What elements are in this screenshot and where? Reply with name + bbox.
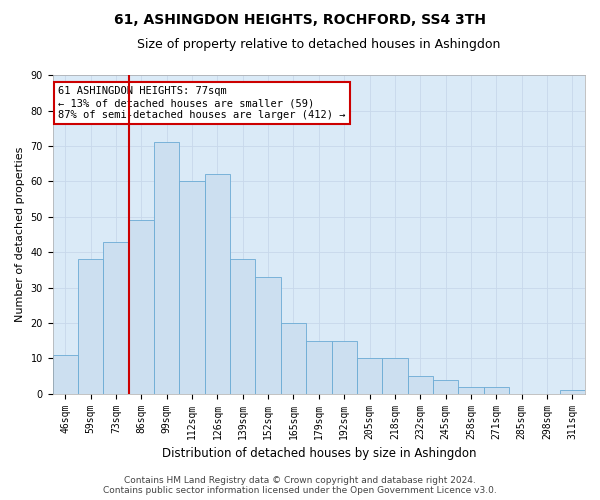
- Bar: [357, 358, 382, 394]
- X-axis label: Distribution of detached houses by size in Ashingdon: Distribution of detached houses by size …: [161, 447, 476, 460]
- Bar: [103, 242, 129, 394]
- Bar: [256, 277, 281, 394]
- Text: Contains HM Land Registry data © Crown copyright and database right 2024.
Contai: Contains HM Land Registry data © Crown c…: [103, 476, 497, 495]
- Bar: [332, 340, 357, 394]
- Bar: [458, 386, 484, 394]
- Bar: [407, 376, 433, 394]
- Bar: [382, 358, 407, 394]
- Bar: [281, 323, 306, 394]
- Y-axis label: Number of detached properties: Number of detached properties: [15, 147, 25, 322]
- Bar: [179, 182, 205, 394]
- Bar: [230, 260, 256, 394]
- Text: 61, ASHINGDON HEIGHTS, ROCHFORD, SS4 3TH: 61, ASHINGDON HEIGHTS, ROCHFORD, SS4 3TH: [114, 12, 486, 26]
- Bar: [53, 355, 78, 394]
- Bar: [306, 340, 332, 394]
- Bar: [129, 220, 154, 394]
- Bar: [433, 380, 458, 394]
- Bar: [560, 390, 585, 394]
- Bar: [78, 260, 103, 394]
- Text: 61 ASHINGDON HEIGHTS: 77sqm
← 13% of detached houses are smaller (59)
87% of sem: 61 ASHINGDON HEIGHTS: 77sqm ← 13% of det…: [58, 86, 346, 120]
- Bar: [484, 386, 509, 394]
- Bar: [154, 142, 179, 394]
- Title: Size of property relative to detached houses in Ashingdon: Size of property relative to detached ho…: [137, 38, 500, 51]
- Bar: [205, 174, 230, 394]
